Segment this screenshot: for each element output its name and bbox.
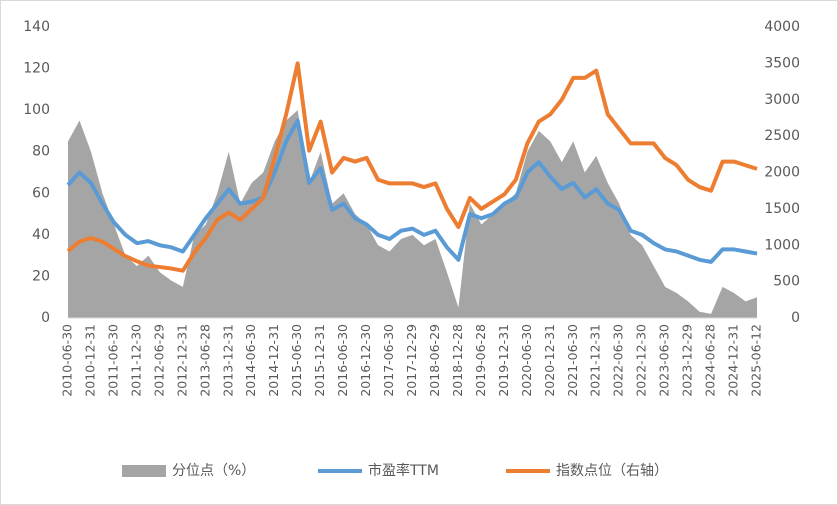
y2-tick-label: 2500 [764,128,800,144]
x-tick-label: 2018-12-28 [450,324,465,397]
y2-tick-label: 500 [773,274,800,290]
y2-tick-label: 4000 [764,19,800,35]
x-tick-label: 2023-06-30 [657,324,672,397]
x-tick-label: 2022-06-30 [611,324,626,397]
x-tick-label: 2016-06-30 [335,324,350,397]
x-tick-label: 2019-12-31 [496,324,511,397]
y2-tick-label: 2000 [764,165,800,181]
x-tick-label: 2017-12-29 [404,324,419,397]
y2-tick-label: 0 [791,310,800,326]
x-tick-label: 2021-12-31 [588,324,603,397]
x-tick-label: 2018-06-29 [427,324,442,397]
y2-tick-label: 1000 [764,237,800,253]
x-tick-label: 2024-12-31 [726,324,741,397]
x-tick-label: 2022-12-30 [634,324,649,397]
y-tick-label: 140 [23,19,50,35]
x-tick-label: 2013-12-31 [220,324,235,397]
x-tick-label: 2025-06-12 [749,324,764,397]
legend-label: 指数点位（右轴） [556,463,668,479]
x-tick-label: 2023-12-29 [680,324,695,397]
legend-label: 市盈率TTM [368,462,439,479]
x-tick-label: 2017-06-30 [381,324,396,397]
legend-swatch [122,465,166,477]
x-tick-label: 2014-12-31 [266,324,281,397]
x-tick-label: 2013-06-28 [197,324,212,397]
x-tick-label: 2015-06-30 [289,324,304,397]
y-tick-label: 100 [23,102,50,118]
y-tick-label: 60 [32,185,50,201]
y-tick-label: 40 [32,227,50,243]
y2-tick-label: 3500 [764,55,800,71]
x-tick-label: 2019-06-28 [473,324,488,397]
x-tick-label: 2010-12-31 [82,324,97,397]
x-tick-label: 2010-06-30 [60,324,75,397]
x-tick-label: 2011-06-30 [105,324,120,397]
y-tick-label: 20 [32,268,50,284]
y-tick-label: 80 [32,144,50,160]
y-tick-label: 120 [23,61,50,77]
x-tick-label: 2012-06-29 [151,324,166,397]
y2-tick-label: 3000 [764,92,800,108]
x-tick-label: 2011-12-30 [128,324,143,397]
x-tick-label: 2016-12-30 [358,324,373,397]
x-tick-label: 2021-06-30 [565,324,580,397]
x-tick-label: 2015-12-31 [312,324,327,397]
x-tick-label: 2014-06-30 [243,324,258,397]
x-tick-label: 2020-06-30 [519,324,534,397]
x-tick-label: 2012-12-31 [174,324,189,397]
y-tick-label: 0 [41,310,50,326]
line [66,61,758,273]
x-tick-label: 2024-06-28 [703,324,718,397]
area [68,110,757,319]
y2-tick-label: 1500 [764,201,800,217]
legend-label: 分位点（%） [172,463,255,479]
x-tick-label: 2020-12-31 [542,324,557,397]
line [66,118,758,264]
